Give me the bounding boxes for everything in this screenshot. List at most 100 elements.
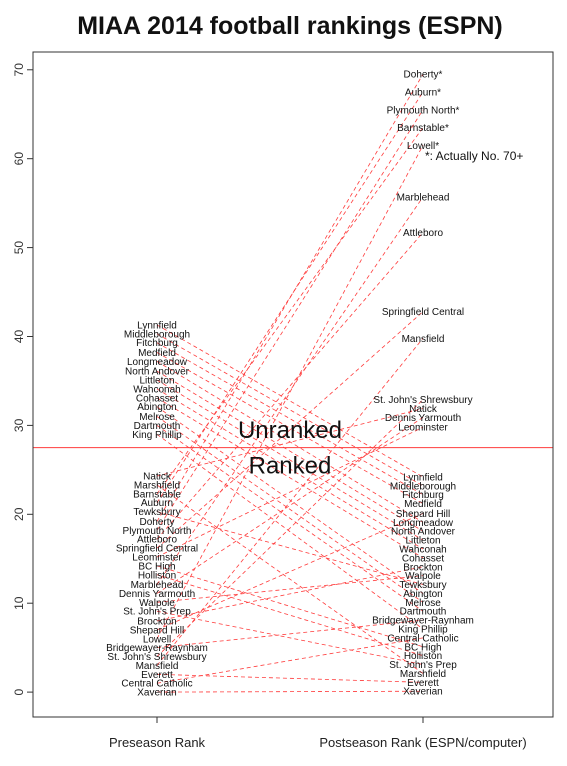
preseason-team-label: Marblehead	[131, 580, 184, 591]
preseason-team-label: Plymouth North	[123, 526, 192, 537]
rank-connections	[156, 74, 424, 693]
postseason-team-label: Barnstable*	[397, 123, 449, 134]
preseason-team-label: Walpole	[139, 598, 175, 609]
postseason-team-label: Lowell*	[407, 141, 439, 152]
preseason-team-label: Fitchburg	[136, 338, 178, 349]
preseason-team-label: Doherty	[139, 517, 174, 528]
rank-connection-line	[156, 127, 424, 495]
y-tick-label: 0	[12, 688, 26, 695]
preseason-team-label: King Phillip	[132, 430, 182, 441]
postseason-team-label: Cohasset	[402, 553, 444, 564]
rank-connection-line	[156, 388, 424, 550]
rank-connection-line	[156, 565, 424, 648]
postseason-team-label: Abington	[403, 589, 442, 600]
annotations: Unranked Ranked *: Actually No. 70+	[33, 149, 553, 479]
x-category-label: Preseason Rank	[109, 735, 206, 750]
preseason-team-label: Central Catholic	[121, 679, 192, 690]
plot-frame	[32, 51, 554, 718]
postseason-team-label: St. John's Prep	[389, 660, 457, 671]
rank-connection-line	[156, 408, 424, 477]
postseason-labels: Doherty* Auburn* Plymouth North* Barnstable…	[372, 70, 474, 698]
rank-connection-line	[156, 416, 424, 603]
rank-connection-line	[156, 145, 424, 639]
preseason-team-label: Springfield Central	[116, 544, 198, 555]
postseason-team-label: Natick	[409, 404, 438, 415]
rank-connection-line	[156, 511, 424, 585]
postseason-team-label: Littleton	[405, 536, 440, 547]
postseason-team-label: Springfield Central	[382, 307, 464, 318]
postseason-team-label: North Andover	[391, 527, 456, 538]
preseason-team-label: Marshfield	[134, 480, 180, 491]
preseason-team-label: Barnstable	[133, 489, 181, 500]
rank-connection-line	[156, 690, 424, 693]
y-tick-label: 50	[12, 241, 26, 255]
y-tick-label: 10	[12, 596, 26, 610]
preseason-team-label: St. John's Shrewsbury	[107, 652, 206, 663]
y-tick-label: 70	[12, 63, 26, 77]
rank-connection-line	[156, 426, 424, 558]
rank-connection-line	[156, 342, 424, 496]
preseason-team-label: BC High	[138, 561, 175, 572]
postseason-team-label: Dennis Yarmouth	[385, 413, 461, 424]
rank-connection-line	[156, 566, 424, 622]
x-axis: Preseason Rank Postseason Rank (ESPN/comp…	[109, 717, 527, 750]
footnote-label: *: Actually No. 70+	[425, 149, 523, 163]
chart-title: MIAA 2014 football rankings (ESPN)	[77, 12, 503, 40]
postseason-team-label: Shepard Hill	[396, 509, 450, 520]
ranked-label: Ranked	[249, 452, 332, 479]
postseason-team-label: Melrose	[405, 598, 441, 609]
rank-connection-line	[156, 333, 424, 487]
preseason-team-label: Everett	[141, 670, 173, 681]
postseason-team-label: Plymouth North*	[387, 105, 460, 116]
x-category-label: Postseason Rank (ESPN/computer)	[319, 735, 526, 750]
postseason-team-label: Xaverian	[403, 687, 442, 698]
rank-connection-line	[156, 370, 424, 532]
postseason-team-label: Everett	[407, 678, 439, 689]
preseason-team-label: Longmeadow	[127, 357, 188, 368]
preseason-team-label: St. John's Prep	[123, 607, 191, 618]
y-tick-label: 40	[12, 329, 26, 343]
rank-connection-line	[156, 637, 424, 684]
rank-connection-line	[156, 673, 424, 683]
rank-connection-line	[156, 425, 424, 612]
preseason-team-label: Littleton	[139, 376, 174, 387]
postseason-team-label: BC High	[404, 642, 441, 653]
y-tick-label: 30	[12, 418, 26, 432]
preseason-team-label: Brockton	[137, 616, 176, 627]
rank-connection-line	[156, 324, 424, 478]
postseason-team-label: Leominster	[398, 423, 448, 434]
rank-connection-line	[156, 513, 424, 631]
postseason-team-label: Walpole	[405, 571, 441, 582]
rank-connection-line	[156, 574, 424, 657]
rank-connection-line	[156, 433, 424, 630]
postseason-team-label: Central Catholic	[387, 633, 458, 644]
preseason-team-label: Melrose	[139, 412, 175, 423]
rank-connection-line	[156, 575, 424, 603]
preseason-team-label: North Andover	[125, 367, 190, 378]
postseason-team-label: Wahconah	[399, 544, 446, 555]
postseason-team-label: Holliston	[404, 651, 442, 662]
postseason-team-label: Medfield	[404, 499, 442, 510]
preseason-team-label: Bridgewayer-Raynham	[106, 643, 208, 654]
rank-connection-line	[156, 610, 424, 665]
rank-connection-line	[156, 406, 424, 594]
y-tick-label: 60	[12, 152, 26, 166]
unranked-label: Unranked	[238, 417, 342, 444]
preseason-team-label: Attleboro	[137, 535, 177, 546]
preseason-team-label: Cohasset	[136, 393, 178, 404]
preseason-team-label: Mansfield	[136, 661, 179, 672]
postseason-team-label: Dartmouth	[400, 607, 447, 618]
postseason-team-label: Tewksbury	[399, 580, 446, 591]
postseason-team-label: Doherty*	[404, 70, 443, 81]
postseason-team-label: Bridgewayer-Raynham	[372, 616, 474, 627]
preseason-team-label: Dartmouth	[134, 421, 181, 432]
postseason-team-label: Fitchburg	[402, 490, 444, 501]
preseason-team-label: Middleborough	[124, 329, 190, 340]
postseason-team-label: Longmeadow	[393, 518, 454, 529]
preseason-labels: LynnfieldMiddleboroughFitchburgMedfieldL…	[106, 320, 208, 698]
rank-connection-line	[156, 619, 424, 649]
postseason-team-label: St. John's Shrewsbury	[373, 395, 472, 406]
postseason-team-label: Auburn*	[405, 88, 441, 99]
preseason-team-label: Lowell	[143, 634, 171, 645]
